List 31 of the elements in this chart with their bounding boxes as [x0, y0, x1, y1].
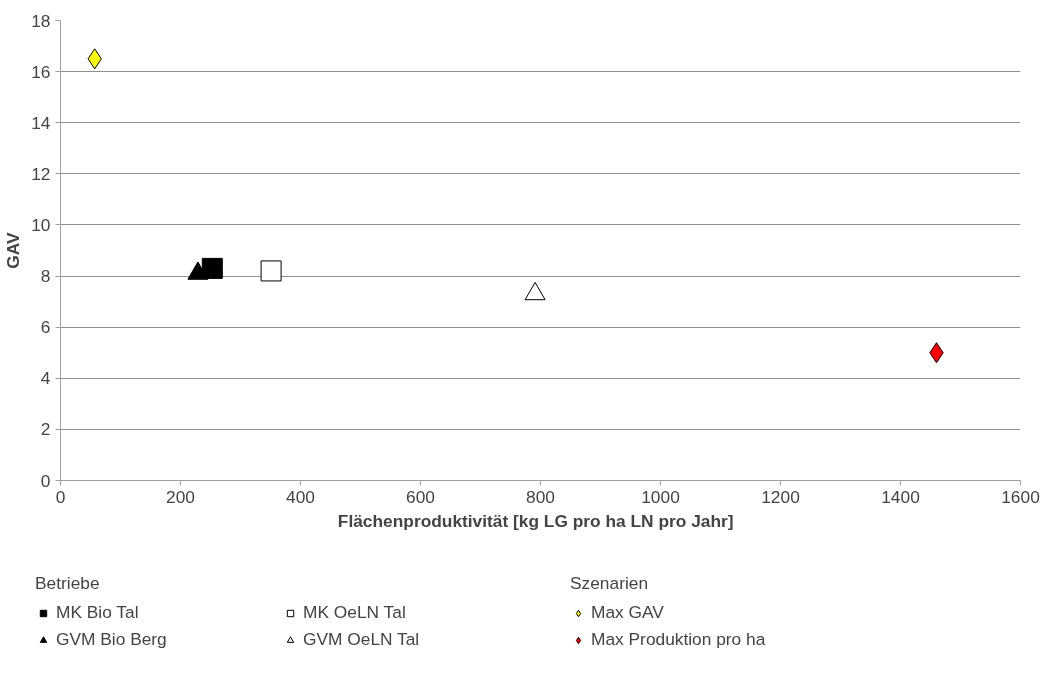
- x-tick-label: 800: [526, 486, 555, 507]
- y-tick-label: 0: [40, 470, 51, 491]
- x-tick-label: 200: [166, 486, 195, 507]
- x-tick-label: 1000: [641, 486, 680, 507]
- y-tick-label: 4: [40, 368, 51, 389]
- legend-title: Betriebe: [35, 573, 101, 594]
- y-tick-label: 2: [40, 419, 51, 440]
- text: Szenarien: [570, 573, 650, 594]
- x-axis-title: Flächenproduktivität [kg LG pro ha LN pro Jahr]: [337, 510, 734, 531]
- y-tick-label: 16: [31, 61, 51, 82]
- y-axis-title: GAV: [3, 231, 24, 269]
- x-tick-label: 1200: [761, 486, 800, 507]
- x-tick-label: 400: [286, 486, 315, 507]
- y-tick-label: 8: [40, 266, 51, 287]
- x-tick-label: 0: [55, 486, 66, 507]
- legend-label: Max GAV: [591, 602, 665, 623]
- y-tick-label: 6: [40, 317, 51, 338]
- x-tick-label: 600: [406, 486, 435, 507]
- y-tick-label: 12: [31, 163, 51, 184]
- legend-label: GVM Bio Berg: [56, 629, 168, 650]
- legend-label: Max Produktion pro ha: [591, 629, 767, 650]
- point: [201, 257, 223, 279]
- point: [260, 260, 282, 282]
- y-tick-label: 14: [31, 112, 51, 133]
- legend-label: MK Bio Tal: [56, 602, 140, 623]
- x-tick-label: 1600: [1001, 486, 1040, 507]
- x-tick-label: 1400: [881, 486, 920, 507]
- y-tick-label: 18: [31, 10, 51, 31]
- legend-label: GVM OeLN Tal: [303, 629, 421, 650]
- y-tick-label: 10: [31, 214, 51, 235]
- legend-label: MK OeLN Tal: [303, 602, 407, 623]
